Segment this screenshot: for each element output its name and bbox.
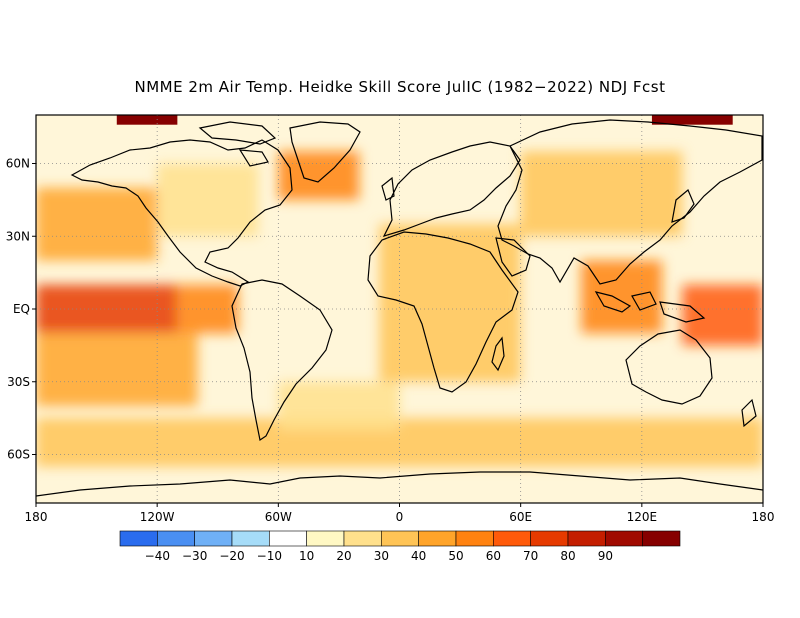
- skill-region-4: [278, 151, 360, 200]
- colorbar-label-9: 60: [486, 549, 501, 563]
- lat-tick-label-3: 30S: [7, 375, 30, 389]
- colorbar-swatch-1: [157, 530, 195, 547]
- coastline-africa: [367, 231, 519, 393]
- colorbar-swatch-8: [418, 530, 457, 547]
- colorbar-label-3: −10: [257, 549, 282, 563]
- skill-region-13: [278, 381, 400, 431]
- colorbar-label-0: −40: [145, 549, 170, 563]
- colorbar-label-6: 30: [374, 549, 389, 563]
- colorbar-swatch-9: [455, 530, 494, 547]
- skill-region-0: [36, 284, 178, 334]
- skill-region-2: [682, 284, 763, 346]
- skill-region-6: [36, 333, 198, 406]
- coastline-greenland: [289, 121, 361, 183]
- graticule: [36, 115, 763, 503]
- skill-region-7: [379, 224, 521, 382]
- coastline-australia: [625, 329, 713, 405]
- coastline-south-america: [231, 279, 333, 441]
- colorbar-label-11: 80: [560, 549, 575, 563]
- colorbar-label-12: 90: [598, 549, 613, 563]
- coastline-antarctica: [36, 471, 763, 497]
- coastline-indonesia: [594, 291, 706, 323]
- lon-tick-label-6: 180: [752, 510, 775, 524]
- coastline-new-zealand: [741, 398, 757, 428]
- colorbar-label-2: −20: [219, 549, 244, 563]
- skill-region-9: [520, 151, 683, 237]
- colorbar-swatch-3: [231, 530, 270, 547]
- lon-tick-label-1: 120W: [140, 510, 175, 524]
- coastline-north-america: [70, 139, 293, 287]
- lat-tick-label-2: EQ: [13, 302, 30, 316]
- colorbar-label-1: −30: [182, 549, 207, 563]
- lat-tick-label-0: 60N: [6, 157, 30, 171]
- colorbar-label-7: 40: [411, 549, 426, 563]
- coastline-asia: [497, 119, 763, 285]
- map-axes: 180 120W 60W 0 60E 120E 180 60N 30N EQ 30S 60S: [6, 157, 775, 525]
- skill-region-12: [651, 115, 733, 125]
- colorbar-label-4: 10: [299, 549, 314, 563]
- coastline-europe: [381, 141, 521, 237]
- lon-tick-label-2: 60W: [265, 510, 292, 524]
- colorbar-swatch-13: [605, 530, 643, 547]
- lon-tick-label-0: 180: [25, 510, 48, 524]
- colorbar-swatch-10: [493, 530, 531, 547]
- colorbar-swatch-11: [530, 530, 569, 547]
- colorbar-swatch-7: [381, 530, 419, 547]
- coastline-arctic-islands: [198, 121, 277, 167]
- map-title: NMME 2m Air Temp. Heidke Skill Score Jul…: [134, 78, 666, 96]
- skill-region-1: [177, 284, 238, 334]
- colorbar-swatch-0: [119, 530, 158, 547]
- coastline-madagascar: [491, 336, 505, 372]
- lon-tick-label-3: 0: [396, 510, 404, 524]
- lat-tick-label-4: 60S: [7, 448, 30, 462]
- colorbar: −40 −30 −20 −10 10 20 30 40 50 60 70 80 90: [119, 530, 681, 563]
- colorbar-label-5: 20: [336, 549, 351, 563]
- skill-region-5: [36, 187, 158, 261]
- colorbar-swatch-12: [567, 530, 606, 547]
- colorbar-swatch-5: [306, 530, 345, 547]
- lat-tick-label-1: 30N: [6, 229, 30, 243]
- skill-field-smooth: [36, 151, 763, 467]
- skill-region-8: [157, 163, 259, 237]
- lon-tick-label-4: 60E: [509, 510, 532, 524]
- colorbar-label-8: 50: [448, 549, 463, 563]
- colorbar-swatch-14: [642, 530, 681, 547]
- skill-field: [36, 115, 763, 467]
- colorbar-swatch-4: [269, 530, 307, 547]
- skill-region-3: [581, 260, 663, 334]
- coastline-arabia: [495, 237, 531, 277]
- lon-tick-label-5: 120E: [627, 510, 658, 524]
- colorbar-swatch-6: [343, 530, 382, 547]
- coastline-japan: [671, 189, 695, 223]
- colorbar-label-10: 70: [523, 549, 538, 563]
- coastlines: [36, 119, 763, 497]
- colorbar-swatch-2: [194, 530, 233, 547]
- skill-region-11: [116, 115, 178, 125]
